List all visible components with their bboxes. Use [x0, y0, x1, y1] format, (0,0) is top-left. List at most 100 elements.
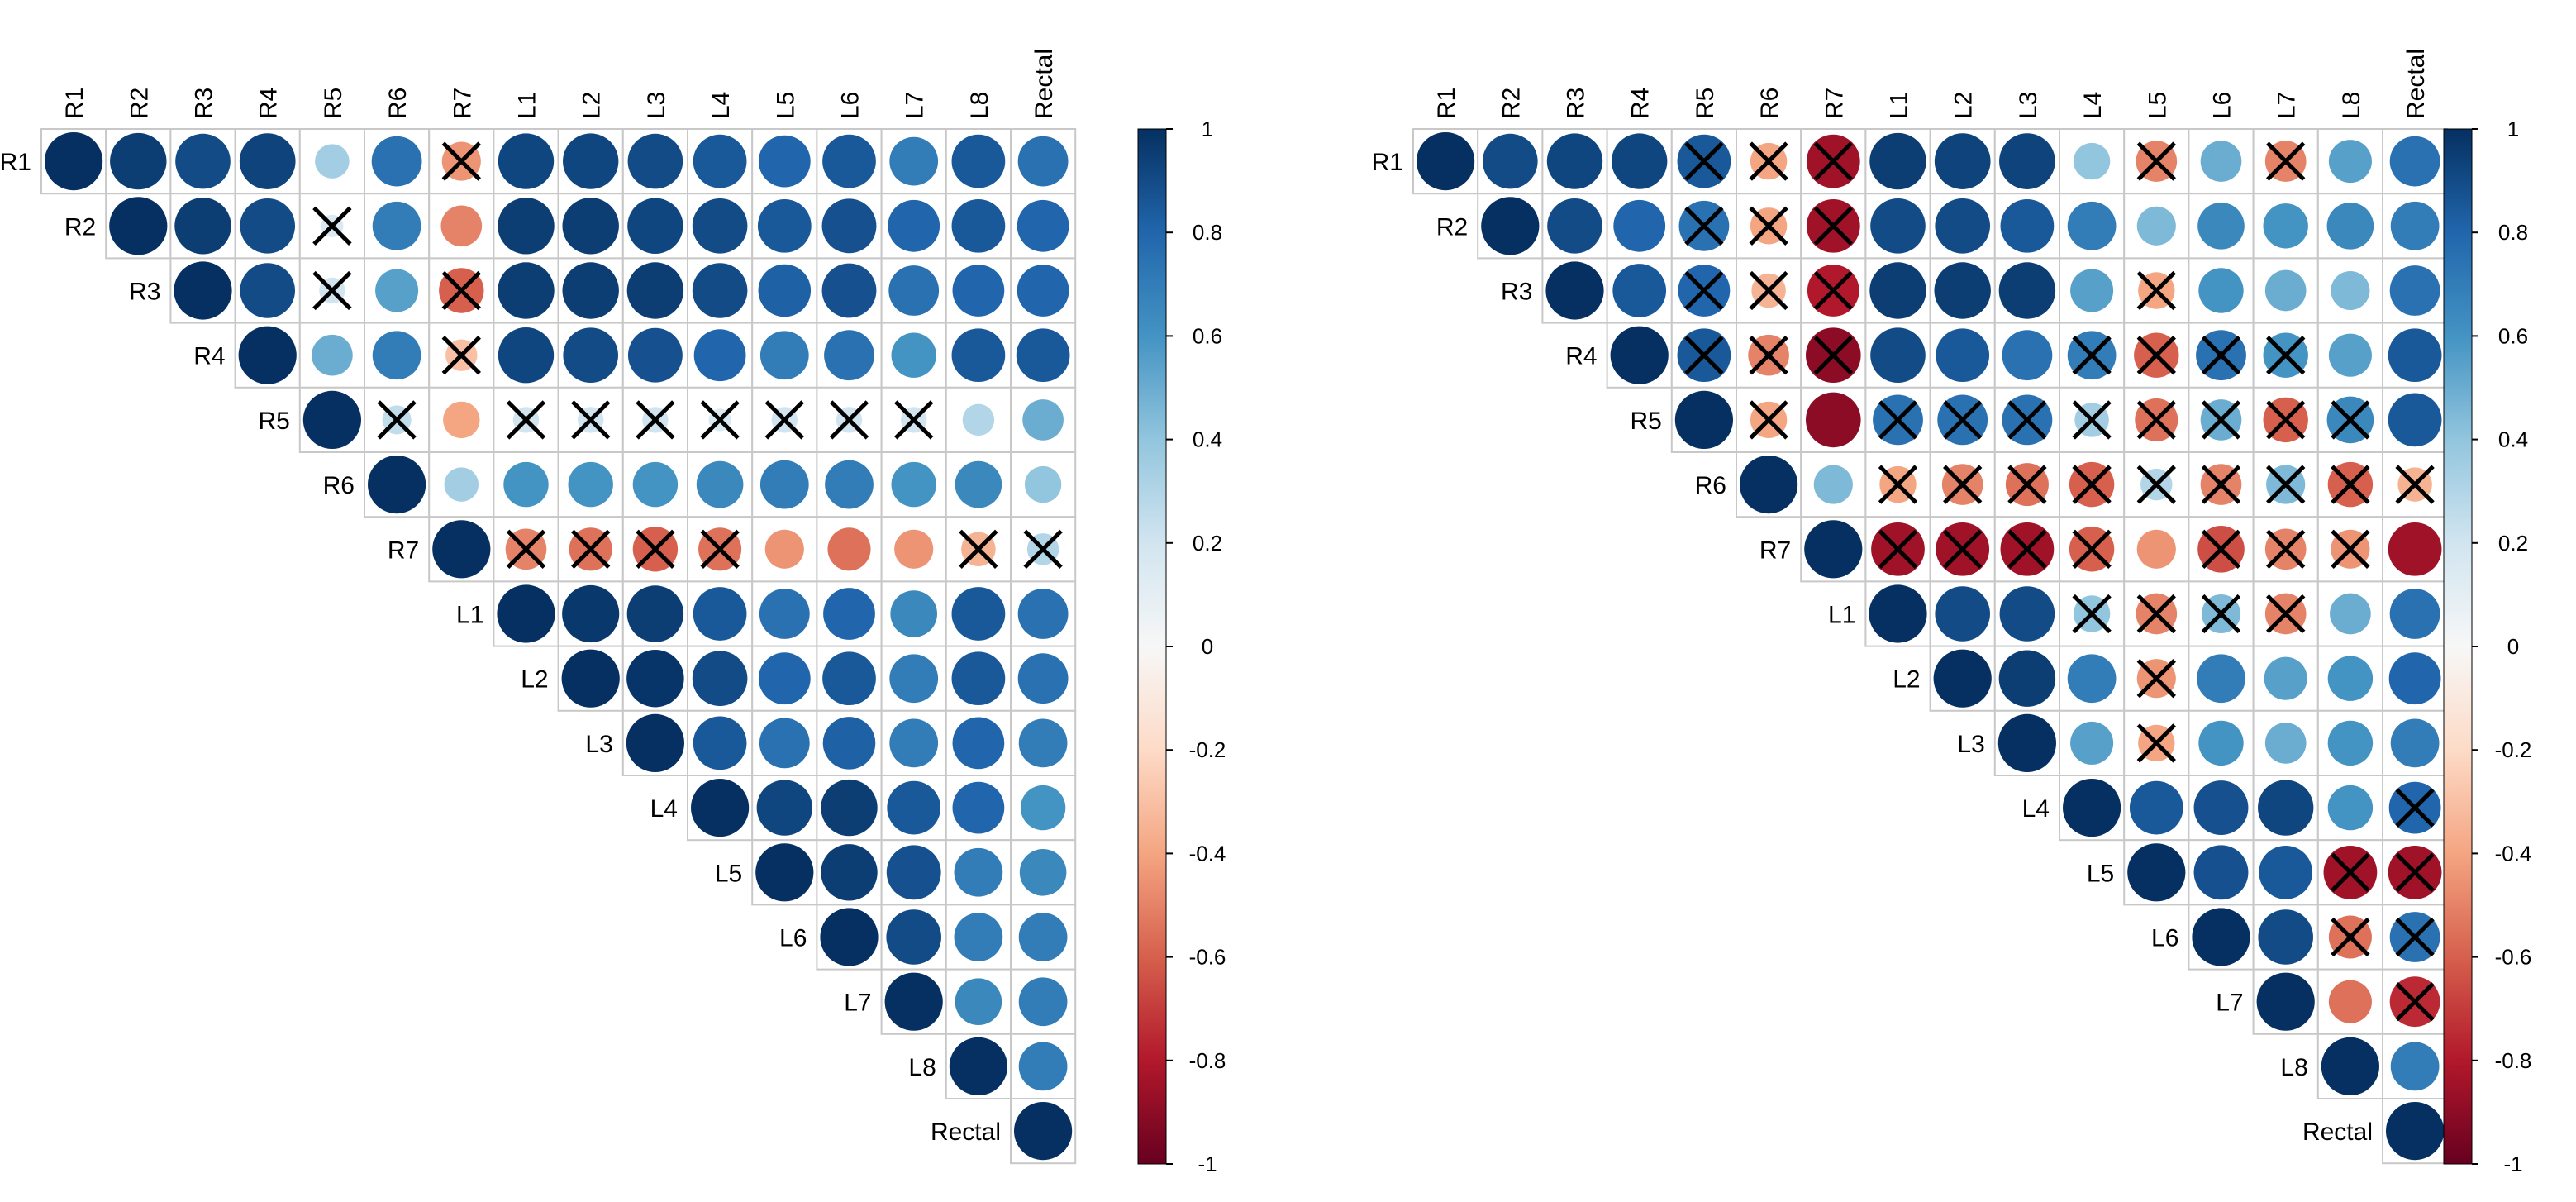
corr-R2-L5	[757, 198, 812, 253]
row-label: L8	[2280, 1054, 2307, 1081]
insignificant-mark-R7-L6	[2201, 529, 2241, 569]
colorbar-tick-label: 0.4	[2498, 427, 2528, 452]
insignificant-mark-L6-L8	[2331, 917, 2370, 957]
corr-R3-L5	[758, 264, 812, 317]
corr-R1-L1	[498, 133, 555, 189]
insignificant-mark-L6-Rectal	[2395, 917, 2435, 957]
row-label: L5	[2087, 860, 2114, 887]
corr-R1-L1	[1869, 132, 1926, 190]
corr-L1-L2	[1935, 586, 1990, 642]
row-label: R1	[0, 149, 31, 176]
top-label: L2	[1950, 92, 1978, 119]
insignificant-mark-R7-L2	[1943, 529, 1983, 569]
corr-L5-L5	[755, 843, 814, 902]
corr-R7-L6	[827, 527, 871, 571]
row-label: R4	[193, 343, 225, 370]
corr-L6-L7	[2258, 909, 2313, 965]
corr-L3-L7	[889, 718, 939, 768]
colorbar-tick-label: 0.6	[2498, 323, 2528, 348]
corr-R2-R3	[1547, 198, 1602, 254]
insignificant-mark-R7-L4	[700, 529, 740, 569]
corr-R6-R7	[444, 467, 479, 502]
cell-border	[2123, 257, 2190, 324]
corr-R3-L4	[692, 263, 748, 318]
row-label: L7	[844, 990, 871, 1017]
corr-L2-L5	[758, 652, 811, 705]
corr-R7-R7	[1804, 520, 1863, 579]
corr-R4-R4	[1610, 326, 1669, 384]
insignificant-mark-L1-L4	[2072, 594, 2112, 634]
corr-L7-L8	[2328, 980, 2372, 1023]
corr-L4-L6	[2193, 780, 2249, 836]
insignificant-mark-R4-R7	[441, 336, 481, 375]
corr-R1-L4	[2073, 142, 2111, 180]
corr-L4-L4	[691, 779, 750, 837]
colorbar-tick-label: 0.8	[1193, 220, 1222, 245]
corr-R6-L4	[696, 460, 744, 508]
top-label: R7	[1821, 88, 1848, 119]
corr-L4-L4	[2063, 779, 2121, 837]
corr-R1-L8	[2328, 140, 2372, 184]
insignificant-mark-R6-L5	[2136, 465, 2176, 504]
corr-R5-R5	[302, 390, 361, 449]
corr-R5-R5	[1674, 390, 1733, 449]
top-label: R3	[191, 88, 218, 119]
top-label: L5	[772, 92, 799, 119]
corr-R6-R6	[1740, 456, 1798, 514]
corr-R3-L3	[1998, 262, 2056, 319]
corr-R1-R1	[45, 132, 103, 191]
insignificant-mark-R6-L3	[2007, 465, 2047, 504]
insignificant-mark-R4-L6	[2201, 336, 2241, 375]
corr-R3-Rectal	[2389, 265, 2440, 316]
colorbar-tick-label: -0.6	[1189, 945, 1226, 970]
corr-L1-L6	[823, 588, 875, 640]
row-label: R1	[1372, 149, 1403, 176]
insignificant-mark-R6-L2	[1943, 465, 1983, 504]
top-label: R2	[1498, 88, 1525, 119]
corr-L1-L8	[951, 587, 1006, 641]
cell-border	[428, 193, 495, 260]
insignificant-mark-R1-L5	[2136, 141, 2176, 181]
corr-R2-R2	[1481, 197, 1540, 255]
insignificant-mark-R5-L3	[636, 400, 675, 440]
corr-R3-L2	[562, 262, 619, 319]
top-label: R4	[1627, 88, 1655, 119]
corr-R2-R7	[440, 205, 483, 247]
row-label: L1	[456, 602, 483, 629]
corr-L1-Rectal	[2389, 589, 2440, 639]
corr-L1-L4	[693, 587, 747, 641]
corr-L7-L7	[884, 972, 943, 1031]
top-label: L6	[837, 92, 864, 119]
top-label: L2	[579, 92, 606, 119]
corr-R3-L6	[2198, 268, 2244, 313]
corr-L3-Rectal	[2390, 718, 2440, 768]
insignificant-mark-R6-L8	[2331, 465, 2370, 504]
corr-L2-L7	[889, 654, 939, 704]
row-label: R7	[388, 537, 419, 564]
insignificant-mark-R6-Rectal	[2395, 465, 2435, 504]
corr-R4-L2	[563, 327, 618, 384]
corr-R2-L3	[2000, 198, 2055, 253]
row-label: R3	[1501, 279, 1532, 306]
insignificant-mark-R5-L8	[2331, 400, 2370, 440]
corr-R5-Rectal	[1022, 399, 1064, 441]
corr-L2-L7	[2264, 656, 2307, 700]
corr-R2-R3	[174, 198, 231, 255]
corr-L8-L8	[949, 1037, 1007, 1095]
colorbar-tick-label: 0.2	[1193, 531, 1222, 556]
top-label: L7	[2274, 92, 2301, 119]
colorbar-tick-label: 0	[2507, 634, 2519, 659]
colorbar-tick-label: 1	[1202, 117, 1213, 141]
insignificant-mark-R3-R6	[1749, 270, 1788, 311]
colorbar-tick-label: 0.2	[2498, 531, 2528, 556]
row-label: L7	[2216, 990, 2243, 1017]
top-label: R1	[61, 88, 88, 119]
top-label: R4	[255, 88, 283, 119]
corr-L3-L8	[952, 717, 1005, 770]
corr-R4-R6	[372, 331, 421, 380]
corr-R1-R3	[1546, 133, 1603, 189]
corr-R1-R2	[110, 132, 167, 190]
insignificant-mark-R7-L3	[636, 529, 675, 569]
corr-R7-L5	[764, 529, 804, 569]
row-label: R5	[1630, 408, 1661, 435]
